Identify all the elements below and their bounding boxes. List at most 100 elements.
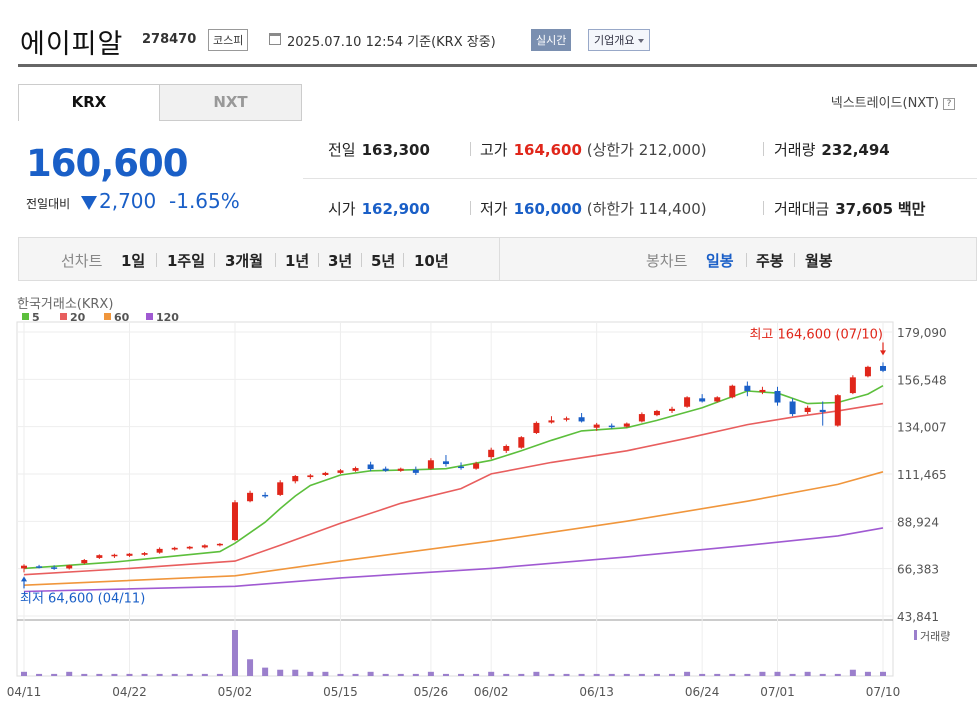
plot-border [16,321,894,677]
candle-monthly[interactable]: 월봉 [805,252,833,270]
ma5-line [23,385,884,570]
quote-low-label: 저가 [480,200,508,218]
chart-grid [16,321,894,677]
chevron-down-icon [638,39,645,43]
volume-bar [834,673,841,676]
line-chart-label: 선차트 [61,252,103,270]
company-overview-dropdown[interactable]: 기업개요 [588,29,651,51]
quote-amount-value: 37,605 [835,200,894,218]
candle-body [126,553,133,556]
stock-name: 에이피알 [20,29,124,60]
period-1y[interactable]: 1년 [285,252,310,270]
candle-body [849,377,856,394]
quote-separator [763,142,764,156]
volume-bar [382,673,389,676]
nxt-link[interactable]: 넥스트레이드(NXT)? [831,92,955,111]
candles [21,362,886,573]
quote-separator [763,201,764,215]
volume-bar [638,673,645,676]
volume-bar [51,673,58,676]
candle-weekly[interactable]: 주봉 [756,252,784,270]
volume-bar [81,673,88,676]
period-3m[interactable]: 3개월 [225,252,264,270]
legend-swatch [146,313,153,320]
candle-body [548,420,555,423]
period-10y[interactable]: 10년 [414,252,449,270]
volume-bar [36,673,43,676]
legend-swatch [104,313,111,320]
candle-body [834,395,841,426]
candle-body [21,565,27,569]
candle-body [382,468,389,471]
y-tick-label: 43,841 [897,610,939,624]
y-tick-label: 179,090 [897,326,947,340]
candle-body [277,482,284,495]
x-tick-label: 07/01 [760,685,795,699]
down-triangle-icon [81,196,97,210]
x-tick-label: 06/02 [474,685,509,699]
candle-body [503,445,510,451]
volume-bar [864,671,871,676]
candle-body [397,468,404,471]
help-icon[interactable]: ? [943,97,955,110]
legend-label: 120 [156,311,179,324]
chart-annotations: 최고 164,600 (07/10) 최저 64,600 (04/11) [20,327,886,606]
candle-body [578,417,585,422]
candle-chart-label: 봉차트 [646,252,688,270]
market-badge: 코스피 [208,29,249,51]
moving-average-lines [23,385,884,593]
candle-body [141,553,148,555]
quote-separator [470,142,471,156]
realtime-button[interactable]: 실시간 [531,29,572,51]
candle-body [442,461,449,465]
tab-nxt[interactable]: NXT [159,84,302,121]
candle-body [729,385,736,398]
volume-bar [277,669,284,676]
stock-header: 에이피알 278470 코스피 2025.07.10 12:54 기준(KRX … [20,22,960,60]
candle-body [669,408,676,411]
candle-body [412,469,419,473]
period-1d[interactable]: 1일 [121,252,146,270]
candle-body [51,567,58,569]
low-arrow-head [21,576,27,582]
quote-high-label: 고가 [480,141,508,159]
quote-volume: 거래량 232,494 [774,139,890,160]
volume-bar [563,673,570,676]
candle-body [473,463,480,469]
candle-body [171,547,178,550]
candle-body [488,449,495,458]
volume-bar [880,671,886,676]
quote-prev-label: 전일 [328,141,356,159]
quote-datetime: 2025.07.10 12:54 기준(KRX 장중) [287,35,496,50]
quote-amount: 거래대금 37,605 백만 [774,198,925,219]
low-annotation: 최저 64,600 (04/11) [20,591,145,606]
candle-body [608,425,615,428]
current-price: 160,600 [26,142,189,185]
candle-body [427,460,434,469]
change-value: 2,700 [99,189,157,213]
candle-body [66,565,73,569]
y-tick-label: 134,007 [897,421,947,435]
tab-krx[interactable]: KRX [18,84,160,121]
chart-source-label: 한국거래소(KRX) [17,297,113,312]
period-1w[interactable]: 1주일 [167,252,206,270]
quote-volume-value: 232,494 [821,141,890,159]
period-5y[interactable]: 5년 [371,252,396,270]
candle-body [367,464,374,470]
volume-bar [427,671,434,676]
candle-body [759,389,766,393]
ma60-line [23,471,884,586]
candle-daily[interactable]: 일봉 [706,252,734,270]
y-tick-label: 111,465 [897,468,947,482]
candle-body [623,423,630,427]
candle-body [262,494,269,497]
volume-bar [684,671,691,676]
nxt-link-label: 넥스트레이드(NXT) [830,96,939,111]
candle-body [638,414,645,422]
quote-lower-limit: (하한가 114,400) [586,200,707,218]
volume-bar [548,673,555,676]
period-3y[interactable]: 3년 [328,252,353,270]
volume-bar [352,673,359,676]
candle-body [699,398,706,402]
quote-upper-limit: (상한가 212,000) [586,141,707,159]
